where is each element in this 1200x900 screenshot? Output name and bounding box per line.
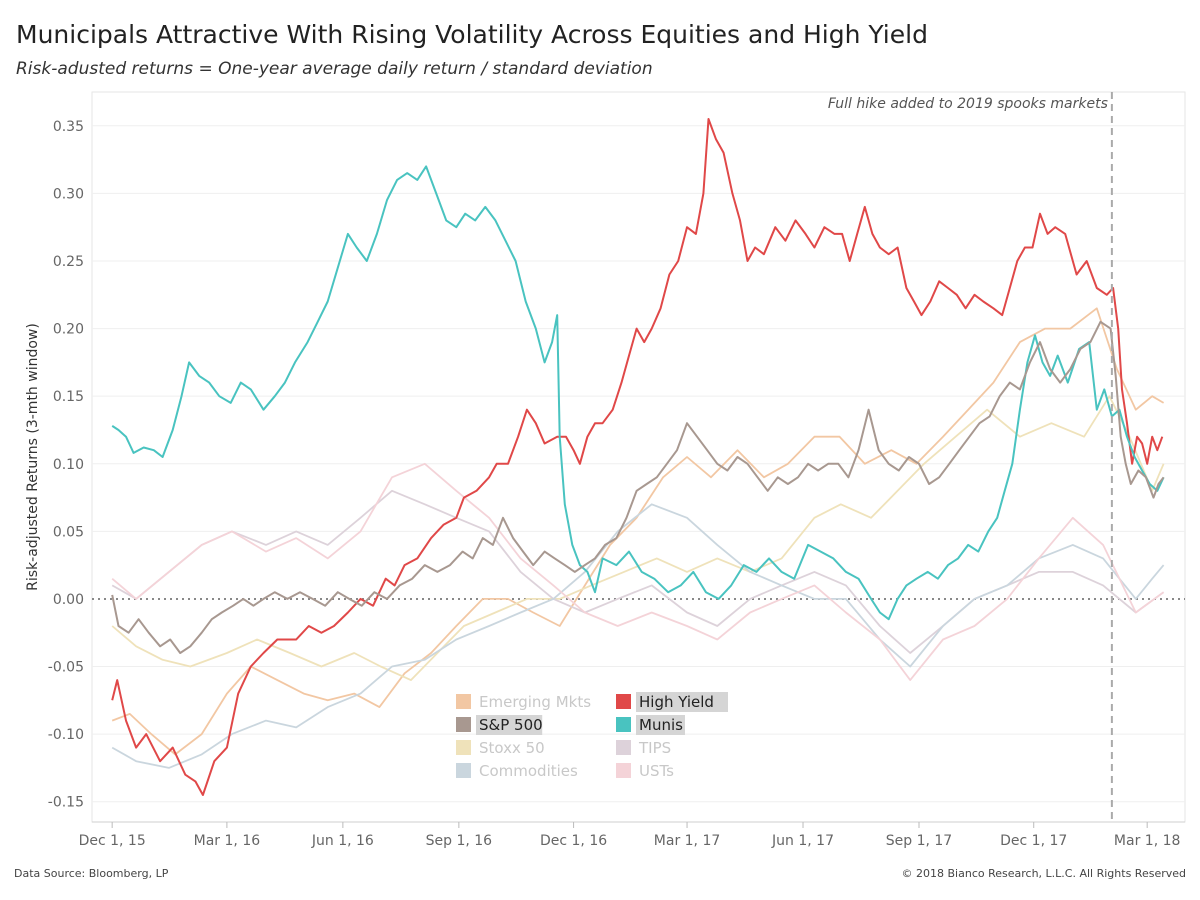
legend-item-munis[interactable]: Munis — [616, 715, 685, 735]
series-lines — [111, 118, 1165, 796]
chart-title: Municipals Attractive With Rising Volati… — [16, 20, 928, 49]
series-line-high-yield — [111, 118, 1164, 796]
annotation: Full hike added to 2019 spooks markets — [828, 92, 1113, 822]
y-axis-ticks: 0.35 0.30 0.25 0.20 0.15 0.10 0.05 0.00 -0.05 -0.… — [48, 119, 84, 811]
legend-label: High Yield — [639, 693, 714, 711]
legend-highlight — [476, 715, 543, 735]
y-tick-label: 0.00 — [53, 592, 84, 608]
x-tick-label: Mar 1, 17 — [654, 833, 721, 849]
series-line-commodities — [111, 503, 1165, 769]
series-line-usts — [111, 462, 1165, 681]
legend-swatch — [456, 717, 471, 732]
legend-item-usts[interactable]: USTs — [616, 762, 674, 780]
legend-item-tips[interactable]: TIPS — [616, 739, 671, 757]
series-line-s-p-500 — [111, 320, 1165, 654]
legend-label: USTs — [639, 762, 674, 780]
plot-frame — [91, 91, 1186, 823]
legend-swatch — [616, 763, 631, 778]
y-axis-label: Risk-adjusted Returns (3-mth window) — [25, 323, 41, 591]
copyright: © 2018 Bianco Research, L.L.C. All Right… — [901, 867, 1186, 880]
grid — [91, 91, 1186, 823]
y-tick-label: -0.15 — [48, 795, 84, 811]
x-tick-label: Jun 1, 17 — [771, 833, 834, 849]
x-tick-label: Dec 1, 17 — [1000, 833, 1067, 849]
legend[interactable]: Emerging Mkts High Yield S&P 500 Munis Stoxx… — [456, 692, 728, 780]
legend-item-high-yield[interactable]: High Yield — [616, 692, 728, 712]
x-tick-label: Jun 1, 16 — [311, 833, 374, 849]
legend-highlight — [636, 692, 728, 712]
series-line-munis — [111, 165, 1165, 621]
legend-swatch — [616, 694, 631, 709]
annotation-text: Full hike added to 2019 spooks markets — [828, 96, 1108, 112]
legend-highlight — [636, 715, 685, 735]
y-tick-label: 0.30 — [53, 186, 84, 202]
y-tick-label: 0.05 — [53, 524, 84, 540]
legend-swatch — [456, 694, 471, 709]
series-line-emerging-mkts — [111, 307, 1165, 756]
y-tick-label: 0.20 — [53, 322, 84, 338]
x-tick-label: Sep 1, 16 — [426, 833, 493, 849]
chart-subtitle: Risk-adusted returns = One-year average … — [16, 59, 653, 79]
y-tick-label: 0.10 — [53, 457, 84, 473]
x-axis-ticks: Dec 1, 15 Mar 1, 16 Jun 1, 16 Sep 1, 16 Dec … — [79, 822, 1181, 849]
data-source: Data Source: Bloomberg, LP — [14, 867, 169, 880]
y-tick-label: -0.10 — [48, 727, 84, 743]
x-tick-label: Mar 1, 16 — [194, 833, 261, 849]
legend-item-emerging-mkts[interactable]: Emerging Mkts — [456, 693, 591, 711]
y-tick-label: 0.15 — [53, 389, 84, 405]
y-tick-label: -0.05 — [48, 660, 84, 676]
legend-label: S&P 500 — [479, 716, 543, 734]
legend-label: Munis — [639, 716, 683, 734]
y-tick-label: 0.35 — [53, 119, 84, 135]
x-tick-label: Dec 1, 16 — [540, 833, 607, 849]
series-line-stoxx-50 — [111, 395, 1165, 681]
legend-swatch — [616, 740, 631, 755]
legend-item-stoxx-50[interactable]: Stoxx 50 — [456, 739, 545, 757]
legend-label: TIPS — [638, 739, 671, 757]
legend-item-commodities[interactable]: Commodities — [456, 762, 578, 780]
legend-label: Stoxx 50 — [479, 739, 545, 757]
x-tick-label: Dec 1, 15 — [79, 833, 146, 849]
legend-item-s-p-500[interactable]: S&P 500 — [456, 715, 543, 735]
legend-swatch — [456, 763, 471, 778]
legend-label: Commodities — [479, 762, 578, 780]
x-tick-label: Mar 1, 18 — [1114, 833, 1181, 849]
legend-swatch — [616, 717, 631, 732]
legend-swatch — [456, 740, 471, 755]
y-tick-label: 0.25 — [53, 254, 84, 270]
x-tick-label: Sep 1, 17 — [886, 833, 952, 849]
legend-label: Emerging Mkts — [479, 693, 591, 711]
